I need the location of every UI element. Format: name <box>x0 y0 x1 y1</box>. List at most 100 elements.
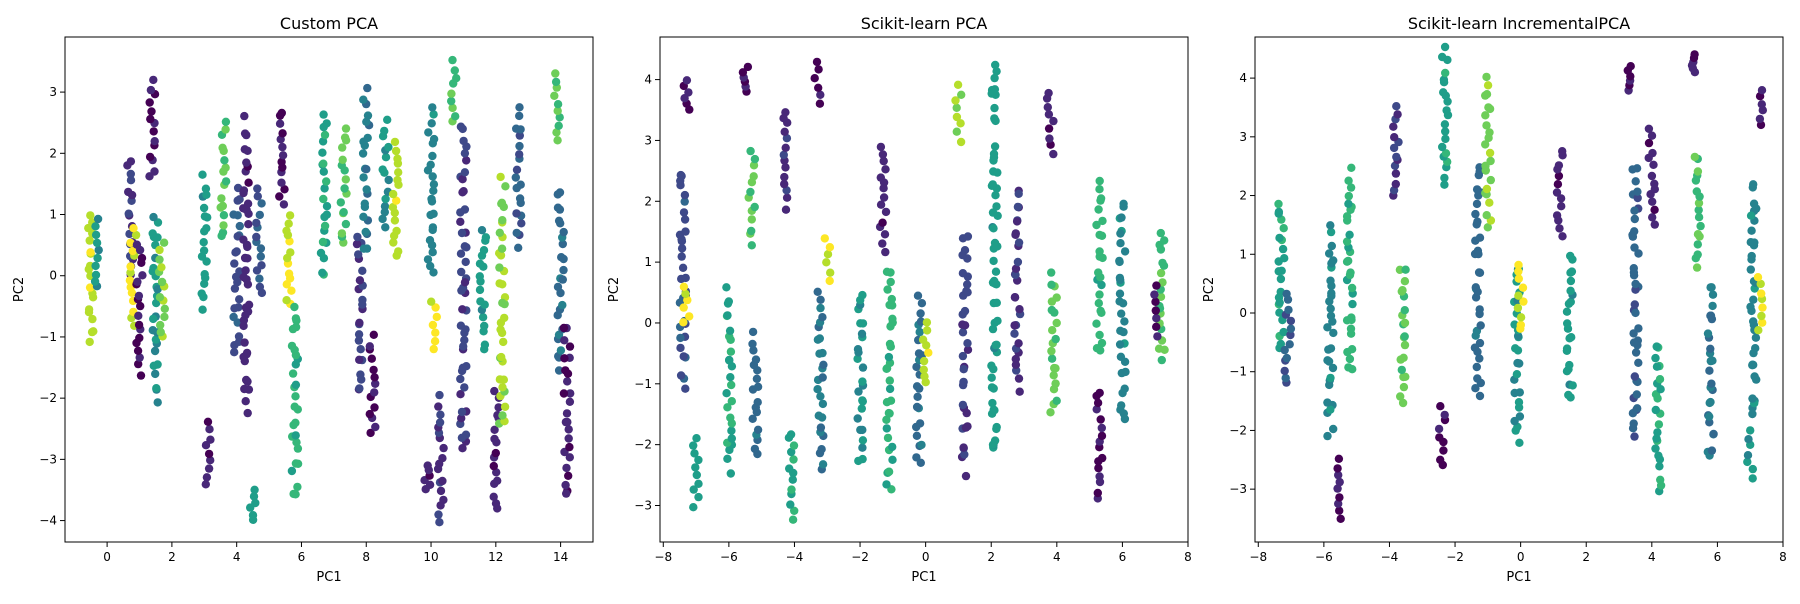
data-point <box>1644 124 1654 133</box>
data-point <box>319 110 328 119</box>
data-point <box>460 335 469 345</box>
data-point <box>1335 493 1344 502</box>
data-point <box>1486 156 1495 166</box>
data-point <box>434 510 443 519</box>
data-point <box>497 199 506 208</box>
data-point <box>284 269 294 278</box>
data-point <box>853 414 862 423</box>
data-point <box>1441 134 1450 144</box>
data-point <box>882 415 891 424</box>
y-tick-label: −1 <box>634 377 652 391</box>
data-point <box>1047 354 1057 363</box>
data-point <box>435 518 444 527</box>
data-point <box>136 301 145 311</box>
data-point <box>1326 373 1335 383</box>
data-point <box>370 388 379 397</box>
y-tick-label: 2 <box>644 194 652 208</box>
data-point <box>1116 229 1125 238</box>
data-point <box>253 192 262 201</box>
data-point <box>1345 354 1355 364</box>
data-point <box>201 184 211 193</box>
data-point <box>677 171 686 181</box>
data-point <box>240 145 249 154</box>
data-point <box>515 150 524 159</box>
data-point <box>1097 338 1107 348</box>
data-point <box>1014 189 1023 198</box>
data-point <box>987 373 996 382</box>
data-point <box>1630 372 1640 381</box>
data-point <box>494 403 503 412</box>
data-point <box>749 346 758 355</box>
data-point <box>128 246 137 256</box>
data-point <box>160 312 169 322</box>
data-point <box>517 219 526 228</box>
data-point <box>291 418 300 427</box>
data-point <box>84 305 94 314</box>
data-point <box>156 320 165 330</box>
data-point <box>1011 264 1021 273</box>
data-point <box>452 74 461 83</box>
data-point <box>428 103 437 112</box>
data-point <box>1117 309 1126 318</box>
data-point <box>559 389 569 398</box>
data-point <box>355 318 364 327</box>
data-point <box>137 253 147 263</box>
data-point <box>133 277 142 286</box>
data-point <box>1555 224 1564 233</box>
data-point <box>694 455 703 465</box>
data-point <box>1096 415 1105 424</box>
data-point <box>820 234 829 243</box>
data-point <box>957 90 966 100</box>
data-point <box>1156 228 1166 238</box>
data-point <box>1514 398 1524 407</box>
data-point <box>689 441 698 450</box>
data-point <box>393 175 402 185</box>
data-point <box>924 348 933 357</box>
data-point <box>155 293 165 302</box>
data-point <box>1757 311 1766 321</box>
data-point <box>1696 221 1705 231</box>
data-point <box>1706 344 1715 353</box>
data-point <box>782 134 792 143</box>
data-point <box>448 55 457 65</box>
data-point <box>1154 344 1164 353</box>
data-point <box>1120 247 1130 256</box>
data-point <box>885 384 895 394</box>
data-point <box>676 343 685 353</box>
data-point <box>322 177 331 186</box>
data-point <box>384 142 393 152</box>
data-point <box>221 125 230 134</box>
data-point <box>423 461 432 470</box>
data-point <box>424 128 433 137</box>
data-point <box>240 129 250 138</box>
y-tick-label: 0 <box>49 269 57 283</box>
x-axis-label: PC1 <box>1506 570 1531 585</box>
data-point <box>1284 305 1293 315</box>
data-point <box>501 182 510 191</box>
data-point <box>146 85 156 95</box>
data-point <box>566 389 575 398</box>
data-point <box>229 312 238 322</box>
data-point <box>1650 179 1659 188</box>
axes-frame <box>659 36 1189 543</box>
data-point <box>1749 317 1758 326</box>
data-point <box>1093 398 1103 408</box>
data-point <box>858 436 868 445</box>
data-point <box>748 339 757 349</box>
data-point <box>989 256 998 266</box>
data-point <box>94 245 103 255</box>
data-point <box>694 492 703 502</box>
data-point <box>1095 472 1104 481</box>
data-point <box>958 351 968 361</box>
data-point <box>355 276 365 285</box>
data-point <box>475 285 485 295</box>
data-point <box>1347 283 1357 293</box>
data-point <box>819 360 828 369</box>
data-point <box>1438 52 1447 62</box>
data-point <box>1400 306 1410 315</box>
data-point <box>1746 211 1756 220</box>
data-point <box>558 275 567 284</box>
data-point <box>1346 324 1356 333</box>
data-point <box>1325 249 1334 258</box>
data-point <box>1513 303 1523 313</box>
